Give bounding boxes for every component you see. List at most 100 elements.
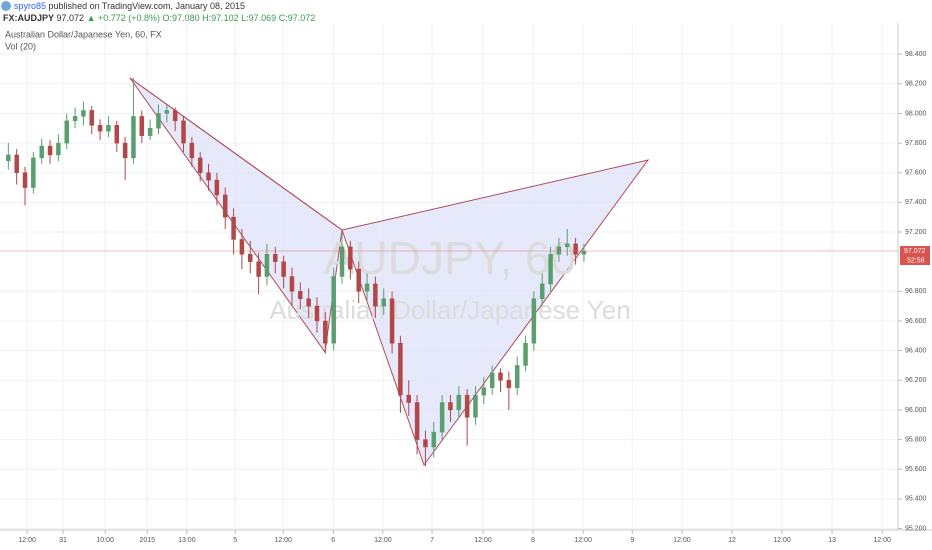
y-tick-label: 98.200 xyxy=(905,81,927,88)
candle-body xyxy=(431,431,437,448)
x-tick-label: 12:00 xyxy=(673,537,691,544)
candle-body xyxy=(222,194,228,218)
x-tick-label: 12:00 xyxy=(374,537,392,544)
candle-body xyxy=(281,261,286,277)
candle-body xyxy=(339,246,345,277)
candle-body xyxy=(323,320,328,344)
y-tick-label: 97.400 xyxy=(905,199,927,206)
pattern-line xyxy=(129,77,343,231)
open: O:97.080 xyxy=(163,13,200,23)
candle-body xyxy=(331,276,336,344)
candle-body xyxy=(564,243,570,248)
y-tick-label: 96.600 xyxy=(905,318,927,325)
candle-body xyxy=(464,394,470,418)
countdown-label: 52:58 xyxy=(907,257,925,264)
candle-body xyxy=(389,298,395,344)
candle-body xyxy=(256,261,261,277)
candle-body xyxy=(131,116,136,159)
x-tick-label: 5 xyxy=(233,537,237,544)
x-tick-label: 10:00 xyxy=(96,537,114,544)
x-tick-label: 12:00 xyxy=(574,537,592,544)
chart-title: Australian Dollar/Japanese Yen, 60, FX xyxy=(5,29,162,39)
published: published on TradingView.com, January 08… xyxy=(49,1,245,11)
candle-body xyxy=(306,298,311,307)
candle-body xyxy=(248,254,253,262)
candle-body xyxy=(14,154,19,173)
candle-body xyxy=(423,439,428,448)
candle-body xyxy=(239,239,245,255)
y-tick-label: 95.400 xyxy=(905,496,927,503)
candle-body xyxy=(314,305,320,322)
last-price-box xyxy=(900,246,930,257)
author[interactable]: spyro85 xyxy=(14,1,46,11)
candle-body xyxy=(473,394,478,418)
candle-body xyxy=(172,110,178,122)
candle-body xyxy=(156,113,161,129)
candle-body xyxy=(539,283,545,299)
countdown-box xyxy=(900,256,930,266)
candle-body xyxy=(273,254,278,262)
candle-body xyxy=(439,402,445,433)
y-tick-label: 97.800 xyxy=(905,140,927,147)
candle-body xyxy=(122,142,128,159)
low: L:97.069 xyxy=(241,13,276,23)
candle-body xyxy=(514,365,520,388)
y-tick-label: 96.800 xyxy=(905,288,927,295)
candle-body xyxy=(189,142,195,159)
candle-body xyxy=(573,243,578,255)
candle-body xyxy=(72,116,78,122)
y-tick-label: 95.600 xyxy=(905,466,927,473)
x-tick-label: 2015 xyxy=(139,537,155,544)
candle-body xyxy=(97,125,103,132)
candle-body xyxy=(348,246,353,270)
candle-body xyxy=(39,145,44,159)
x-tick-label: 6 xyxy=(331,537,335,544)
candle-body xyxy=(481,387,487,396)
candle-body xyxy=(489,372,495,388)
x-tick-label: 8 xyxy=(531,537,535,544)
candle-body xyxy=(506,380,512,388)
candle-body xyxy=(139,116,145,136)
candle-body xyxy=(523,342,528,366)
price: 97.072 xyxy=(57,13,85,23)
x-tick-label: 13:00 xyxy=(178,537,196,544)
candle-body xyxy=(498,372,503,381)
candle-body xyxy=(264,254,270,277)
close: C:97.072 xyxy=(279,13,316,23)
candle-body xyxy=(373,283,378,307)
candle-body xyxy=(448,402,453,411)
y-tick-label: 96.400 xyxy=(905,347,927,354)
candle-body xyxy=(364,283,370,292)
candle-body xyxy=(356,268,361,292)
candle-body xyxy=(114,125,120,144)
candle-body xyxy=(47,145,53,156)
x-tick-label: 12:00 xyxy=(773,537,791,544)
avatar xyxy=(1,1,11,11)
x-tick-label: 7 xyxy=(430,537,434,544)
watermark: AUDJPY, 60 xyxy=(324,232,576,284)
x-tick-label: 12 xyxy=(728,537,736,544)
indicator: Vol (20) xyxy=(5,41,36,51)
last-price-label: 97.072 xyxy=(904,248,926,255)
candle-body xyxy=(56,142,61,156)
candle-body xyxy=(298,291,303,299)
candle-body xyxy=(214,179,220,196)
x-tick-label: 31 xyxy=(59,537,67,544)
symbol: FX:AUDJPY xyxy=(3,13,54,23)
high: H:97.102 xyxy=(202,13,239,23)
candle-body xyxy=(414,402,420,440)
y-tick-label: 95.200 xyxy=(905,525,927,532)
candle-body xyxy=(381,298,386,307)
y-tick-label: 98.000 xyxy=(905,110,927,117)
candle-body xyxy=(556,246,562,255)
candle-body xyxy=(147,128,153,136)
candle-body xyxy=(181,120,186,144)
candle-body xyxy=(89,110,95,126)
y-tick-label: 96.000 xyxy=(905,407,927,414)
candle-body xyxy=(6,154,11,162)
candle-body xyxy=(197,157,203,173)
header-line: spyro85 published on TradingView.com, Ja… xyxy=(14,1,245,11)
candle-body xyxy=(64,120,69,144)
change: ▲ +0.772 (+0.8%) xyxy=(87,13,160,23)
